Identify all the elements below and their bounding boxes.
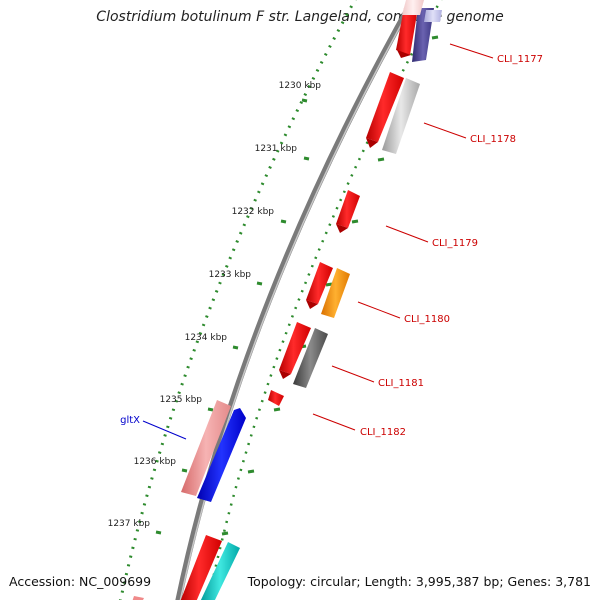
scale-tick — [303, 156, 310, 161]
gene-cli-1178-b[interactable] — [382, 78, 420, 154]
scale-tick — [256, 281, 263, 286]
gene-cli-1182[interactable] — [268, 390, 284, 406]
gene-cli-1181-b[interactable] — [293, 328, 328, 388]
gene-label[interactable]: CLI_1180 — [404, 314, 450, 325]
gene-label[interactable]: gltX — [120, 415, 140, 426]
scale-label: 1233 kbp — [209, 270, 252, 280]
scale-label: 1234 kbp — [185, 333, 228, 343]
gene-bottom-red[interactable] — [180, 535, 222, 600]
gene-cli-1178[interactable] — [366, 72, 404, 148]
scale-label: 1231 kbp — [255, 144, 298, 154]
accession-text: Accession: NC_009699 — [9, 574, 152, 589]
scale-label: 1237 kbp — [108, 519, 151, 529]
scale-tick — [280, 219, 287, 224]
scale-tick — [232, 345, 239, 350]
gene-track-tick — [325, 282, 333, 287]
gene-label-leader — [142, 420, 187, 440]
gene-gltx-pink[interactable] — [181, 400, 231, 496]
gene-label-leader — [385, 225, 429, 243]
gene-pale-top[interactable] — [402, 0, 442, 22]
scale-tick — [181, 468, 188, 473]
genome-summary-text: Topology: circular; Length: 3,995,387 bp… — [247, 574, 591, 589]
gene-label-leader — [449, 43, 494, 59]
gene-label-leader — [312, 413, 356, 431]
genome-backbone-highlight — [179, 0, 416, 600]
scale-labels: 1230 kbp 1231 kbp 1232 kbp 1233 kbp 1234 kbp… — [108, 81, 322, 529]
gene-cli-1181[interactable] — [279, 322, 311, 379]
gene-cli-1180[interactable] — [306, 262, 333, 309]
gene-cli-1177[interactable] — [396, 8, 418, 58]
scale-tick — [155, 530, 162, 535]
gene-track-tick — [221, 531, 229, 536]
scale-track — [118, 0, 357, 600]
gene-cli-1180-b[interactable] — [321, 268, 350, 318]
gene-track-outer — [207, 0, 443, 600]
scale-ticks — [155, 98, 310, 535]
gene-label-leader — [423, 122, 467, 139]
scale-tick — [207, 407, 214, 412]
gene-label-leader — [331, 365, 375, 383]
scale-tick — [301, 98, 308, 103]
gene-track-tick — [247, 469, 255, 474]
gene-track-tick — [351, 219, 359, 224]
gene-track-tick — [431, 35, 439, 40]
scale-label: 1235 kbp — [160, 395, 203, 405]
gene-cli-1179[interactable] — [336, 190, 360, 233]
gene-label[interactable]: CLI_1178 — [470, 134, 516, 145]
gene-gltx[interactable] — [197, 408, 246, 502]
gene-track-tick — [377, 157, 385, 162]
gene-labels: CLI_1177 CLI_1178 CLI_1179 CLI_1180 CLI_1181… — [120, 43, 543, 440]
scale-label: 1236 kbp — [134, 457, 177, 467]
genome-backbone — [175, 0, 417, 600]
gene-label[interactable]: CLI_1181 — [378, 378, 424, 389]
gene-bottom-cyan[interactable] — [200, 542, 240, 600]
gene-label[interactable]: CLI_1179 — [432, 238, 478, 249]
gene-label[interactable]: CLI_1177 — [497, 54, 543, 65]
gene-track-tick — [273, 407, 281, 412]
scale-label: 1230 kbp — [279, 81, 322, 91]
gene-bottom-pink[interactable] — [132, 596, 144, 600]
scale-label: 1232 kbp — [232, 207, 275, 217]
gene-label[interactable]: CLI_1182 — [360, 427, 406, 438]
gene-label-leader — [357, 301, 401, 319]
